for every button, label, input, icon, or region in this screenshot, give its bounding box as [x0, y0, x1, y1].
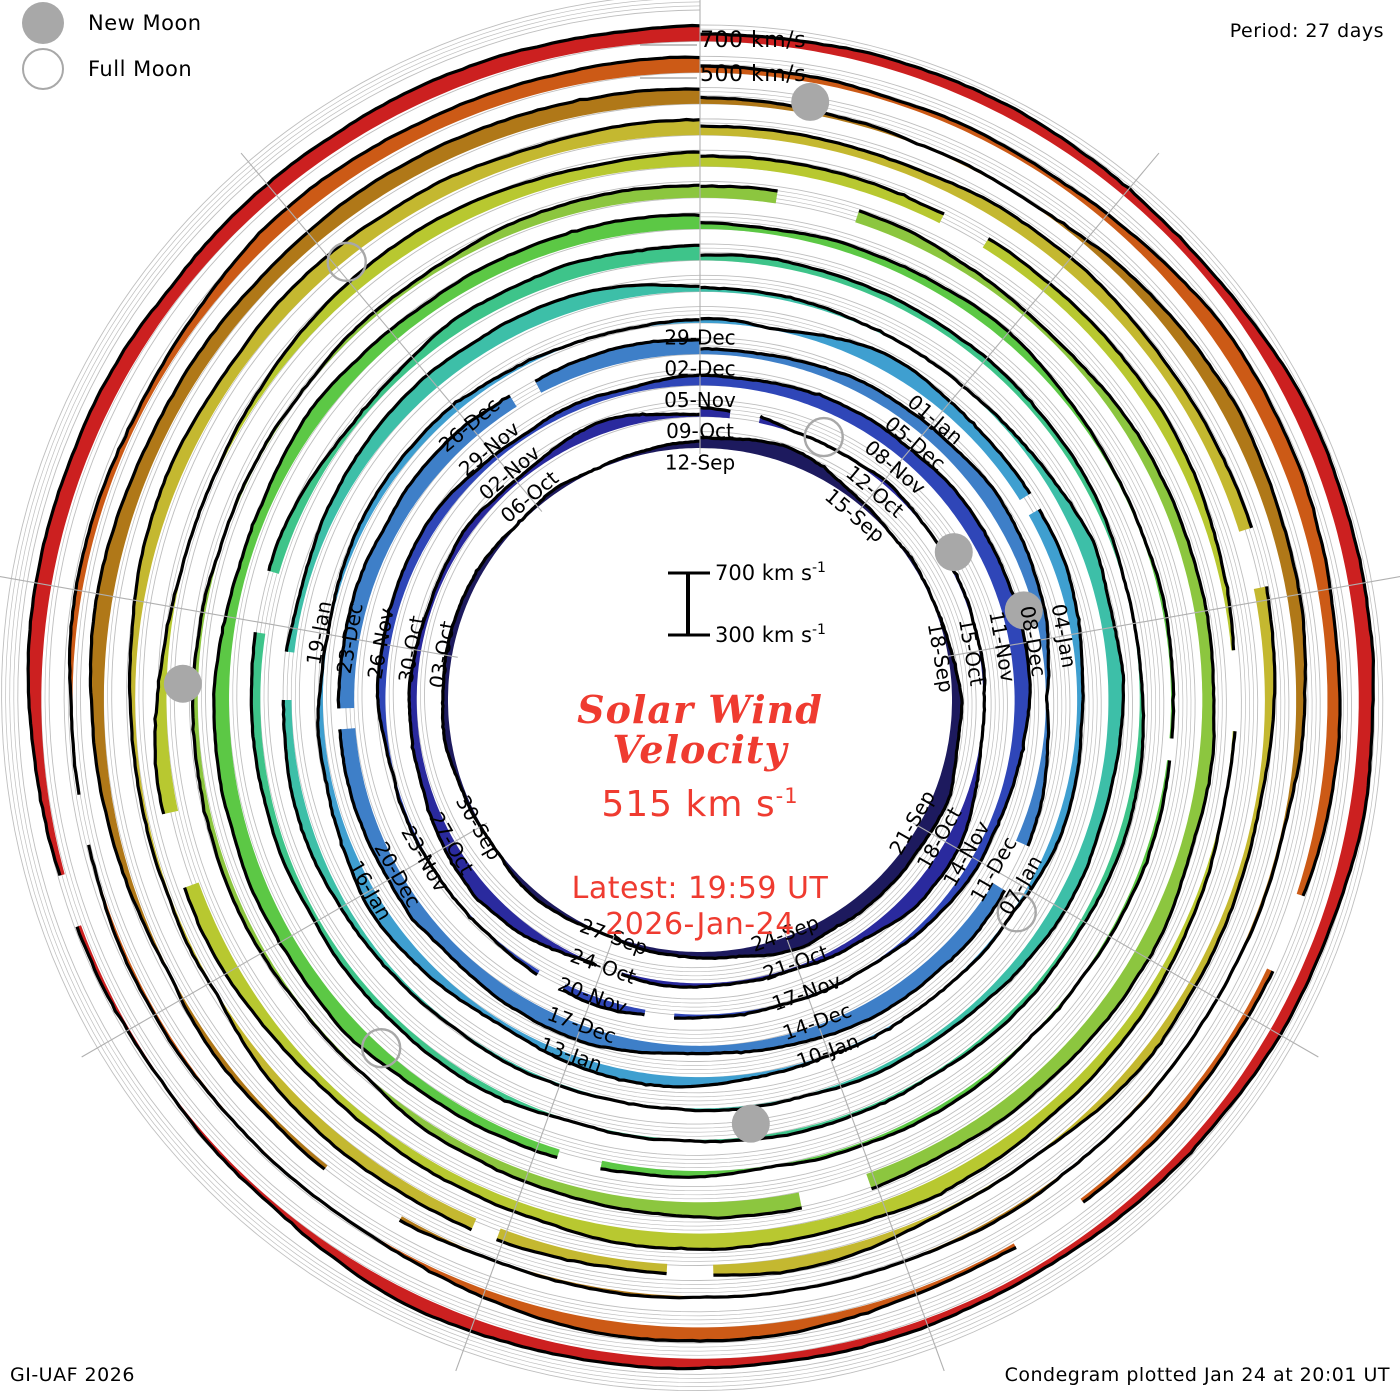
- legend-item-new-moon: New Moon: [0, 0, 330, 46]
- svg-text:30-Oct: 30-Oct: [394, 614, 429, 685]
- scale-bar-top-label: 700 km s-1: [715, 560, 826, 585]
- svg-text:12-Sep: 12-Sep: [665, 451, 735, 475]
- chart-title: Solar Wind Velocity: [577, 687, 823, 772]
- legend-label-full-moon: Full Moon: [88, 57, 193, 81]
- scale-bar-bottom-label: 300 km s-1: [715, 622, 826, 647]
- period-label: Period: 27 days: [1229, 20, 1384, 42]
- svg-text:15-Oct: 15-Oct: [954, 617, 989, 688]
- center-readout: Solar Wind Velocity 515 km s-1 Latest: 1…: [400, 690, 1000, 943]
- full-moon-icon: [22, 48, 64, 90]
- svg-text:02-Dec: 02-Dec: [664, 357, 735, 381]
- axis-label-inner: 500 km/s: [700, 62, 807, 87]
- axis-label-outer: 700 km/s: [700, 28, 807, 53]
- latest-value: 515 km s-1: [601, 784, 799, 825]
- new-moon-icon: [22, 2, 64, 44]
- footer-plot-time: Condegram plotted Jan 24 at 20:01 UT: [1004, 1364, 1390, 1386]
- svg-text:29-Dec: 29-Dec: [664, 325, 735, 349]
- footer-credit: GI-UAF 2026: [10, 1364, 135, 1386]
- svg-text:09-Oct: 09-Oct: [666, 419, 734, 443]
- svg-text:05-Nov: 05-Nov: [664, 388, 736, 412]
- legend-label-new-moon: New Moon: [88, 11, 202, 35]
- latest-timestamp: Latest: 19:59 UT 2026-Jan-24: [571, 871, 829, 942]
- legend-item-full-moon: Full Moon: [0, 46, 330, 92]
- svg-text:03-Oct: 03-Oct: [424, 619, 459, 690]
- moon-legend: New Moon Full Moon: [0, 0, 330, 92]
- svg-text:19-Jan: 19-Jan: [301, 599, 336, 667]
